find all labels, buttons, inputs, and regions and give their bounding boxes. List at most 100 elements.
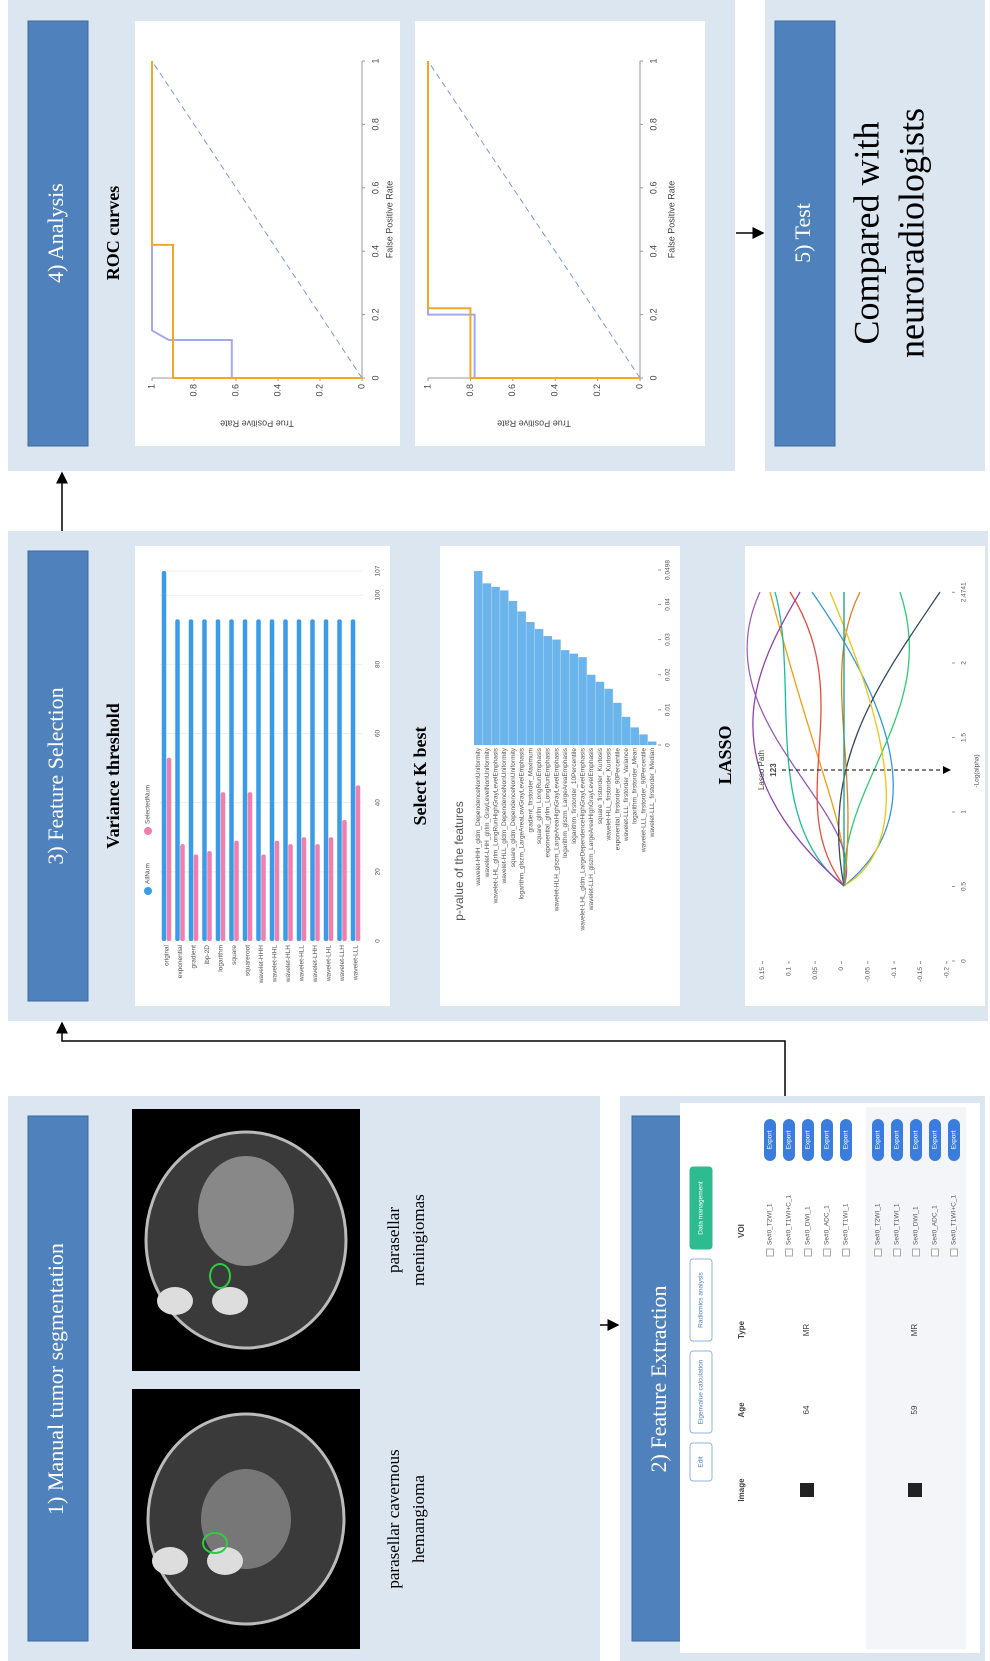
legend-label: AllNum [145, 863, 152, 884]
bar [202, 619, 207, 941]
bar [337, 619, 342, 941]
bar [535, 629, 543, 745]
y-tick-label: -0.05 [865, 967, 872, 982]
y-tick-label: 0.6 [507, 384, 517, 397]
y-tick-label: 0.4 [550, 384, 560, 397]
x-tick-label: 1 [370, 58, 380, 63]
voi-cell: Se#0_T2WI_1 [875, 1203, 882, 1245]
x-tick-label: 100 [375, 589, 382, 600]
checkbox[interactable] [951, 1249, 958, 1256]
category-label: original [163, 944, 170, 966]
bar [270, 619, 275, 941]
type-cell: MR [802, 1324, 811, 1337]
y-tick-label: 0.15 [759, 967, 766, 980]
bar [596, 682, 604, 745]
y-tick-label: -0.15 [917, 967, 924, 982]
feature-label: logarithm_glszm_LargeAreaEmphasis [562, 747, 569, 858]
x-tick-label: 0 [370, 375, 380, 380]
feature-label: wavelet-HLL_firstorder_Kurtosis [606, 747, 613, 841]
feature-label: square_glrlm_LongRunEmphasis [536, 747, 543, 844]
x-tick-label: 0.4 [370, 245, 380, 258]
chart-title: Lasso Path [757, 750, 766, 790]
bar [351, 619, 356, 941]
x-tick-label: 0.03 [665, 633, 672, 646]
case-label: hemangioma [409, 1475, 428, 1563]
checkbox[interactable] [913, 1249, 920, 1256]
bar [518, 611, 526, 745]
checkbox[interactable] [824, 1249, 831, 1256]
bar [194, 855, 199, 941]
y-tick-label: 0 [356, 384, 366, 389]
category-label: wavelet-HHH [258, 945, 265, 985]
checkbox[interactable] [786, 1249, 793, 1256]
bar [509, 601, 517, 745]
bar [275, 841, 280, 941]
x-tick-label: 2 [961, 661, 968, 665]
chart-box [745, 546, 985, 1006]
section-title: ROC curves [103, 186, 123, 280]
feature-label: exponential_glrlm_LongRunEmphasis [545, 747, 552, 857]
bar [288, 844, 293, 941]
category-label: squareroot [244, 945, 251, 976]
feature-label: wavelet-HHH_gldm_DependenceNonUniformity [475, 747, 482, 886]
x-tick-label: 0.8 [648, 118, 658, 131]
y-tick-label: 0.6 [230, 384, 240, 397]
mri-eye [152, 1547, 188, 1575]
voi-cell: Se#0_T1WI_1 [894, 1203, 901, 1245]
bar [639, 734, 647, 745]
category-label: logarithm [217, 945, 224, 972]
voi-cell: Se#0_ADC_1 [932, 1205, 939, 1245]
x-tick-label: 80 [375, 660, 382, 668]
feature-label: wavelet-LLL_firstorder_90Percentile [640, 748, 647, 853]
y-tick-label: 0.2 [314, 384, 324, 397]
checkbox[interactable] [875, 1249, 882, 1256]
voi-cell: Se#0_DWI_1 [913, 1206, 920, 1245]
export-label: Export [843, 1130, 850, 1149]
chart-title: p-value of the features [452, 801, 466, 920]
checkbox[interactable] [932, 1249, 939, 1256]
case-label: meningiomas [409, 1194, 428, 1286]
bar [216, 619, 221, 941]
thumbnail [908, 1483, 922, 1497]
checkbox[interactable] [843, 1249, 850, 1256]
bar [622, 717, 630, 745]
export-label: Export [786, 1130, 793, 1149]
panel-title: 3) Feature Selection [43, 687, 68, 864]
x-tick-label: 0.4 [648, 245, 658, 258]
x-tick-label: 0.6 [648, 182, 658, 195]
checkbox[interactable] [805, 1249, 812, 1256]
voi-cell: Se#0_T1WI+C_1 [786, 1195, 793, 1245]
bar [297, 619, 302, 941]
panel-title: 1) Manual tumor segmentation [43, 1243, 68, 1515]
checkbox[interactable] [767, 1249, 774, 1256]
voi-cell: Se#0_ADC_1 [824, 1205, 831, 1245]
bar [167, 758, 172, 941]
category-label: lbp-2D [204, 945, 211, 964]
bar [648, 741, 656, 745]
voi-cell: Se#0_T2WI_1 [767, 1203, 774, 1245]
bar [570, 654, 578, 745]
bar [243, 619, 248, 941]
flow-arrow [62, 1023, 785, 1096]
mri-eye [157, 1287, 193, 1315]
chart-box [415, 21, 705, 446]
feature-label: wavelet-HLL_gldm_DependenceNonUniformity [501, 747, 508, 884]
bar [605, 689, 613, 745]
landscape-layout: 1) Manual tumor segmentation 2) Feature … [8, 0, 988, 1661]
x-tick-label: 1 [961, 810, 968, 814]
bar [256, 619, 261, 941]
y-tick-label: 1 [146, 384, 156, 389]
bar [526, 622, 534, 745]
checkbox[interactable] [894, 1249, 901, 1256]
y-axis-label: True Positive Rate [220, 419, 294, 429]
category-label: wavelet-HLH [285, 945, 292, 984]
category-label: wavelet-LHH [312, 945, 319, 984]
bar [315, 844, 320, 941]
feature-label: wavelet-LHL_gldm_LargeDependenceHighGray… [579, 747, 586, 931]
category-label: exponential [177, 944, 184, 978]
y-tick-label: 0.8 [188, 384, 198, 397]
row-background [866, 1107, 966, 1649]
bar [474, 571, 482, 745]
bar [248, 792, 253, 941]
panel-title: 4) Analysis [43, 183, 68, 283]
